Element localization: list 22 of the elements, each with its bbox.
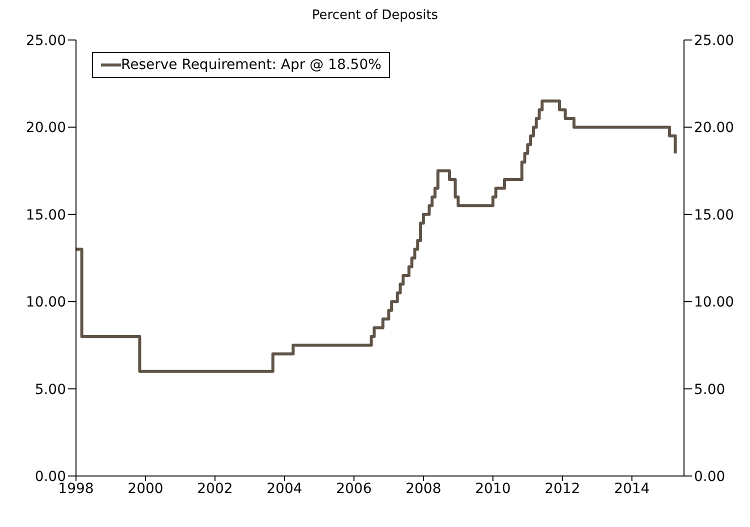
x-tick-label: 2010 — [475, 480, 511, 497]
x-tick-label: 2008 — [406, 480, 442, 497]
y-tick-label: 10.00 — [26, 294, 66, 311]
x-tick-label: 2012 — [544, 480, 580, 497]
y2-tick-label: 20.00 — [694, 120, 734, 136]
y-tick-label: 20.00 — [26, 120, 66, 136]
y-tick-label: 5.00 — [34, 382, 66, 398]
x-tick-label: 2006 — [336, 480, 372, 497]
y2-tick-label: 0.00 — [694, 468, 726, 485]
y2-tick-label: 15.00 — [694, 207, 734, 224]
x-tick-label: 2014 — [614, 480, 650, 497]
y2-tick-label: 10.00 — [694, 294, 734, 311]
x-tick-label: 2004 — [266, 480, 302, 497]
y-tick-label: 25.00 — [26, 32, 66, 49]
legend-label: Reserve Requirement: Apr @ 18.50% — [121, 57, 382, 73]
x-tick-label: 2000 — [128, 480, 164, 497]
chart-subtitle: Percent of Deposits — [310, 8, 440, 23]
y-tick-label: 15.00 — [26, 207, 66, 224]
x-tick-label: 1998 — [58, 480, 94, 497]
x-tick-label: 2002 — [197, 480, 233, 497]
y2-tick-label: 5.00 — [694, 382, 726, 398]
y2-tick-label: 25.00 — [694, 32, 734, 49]
